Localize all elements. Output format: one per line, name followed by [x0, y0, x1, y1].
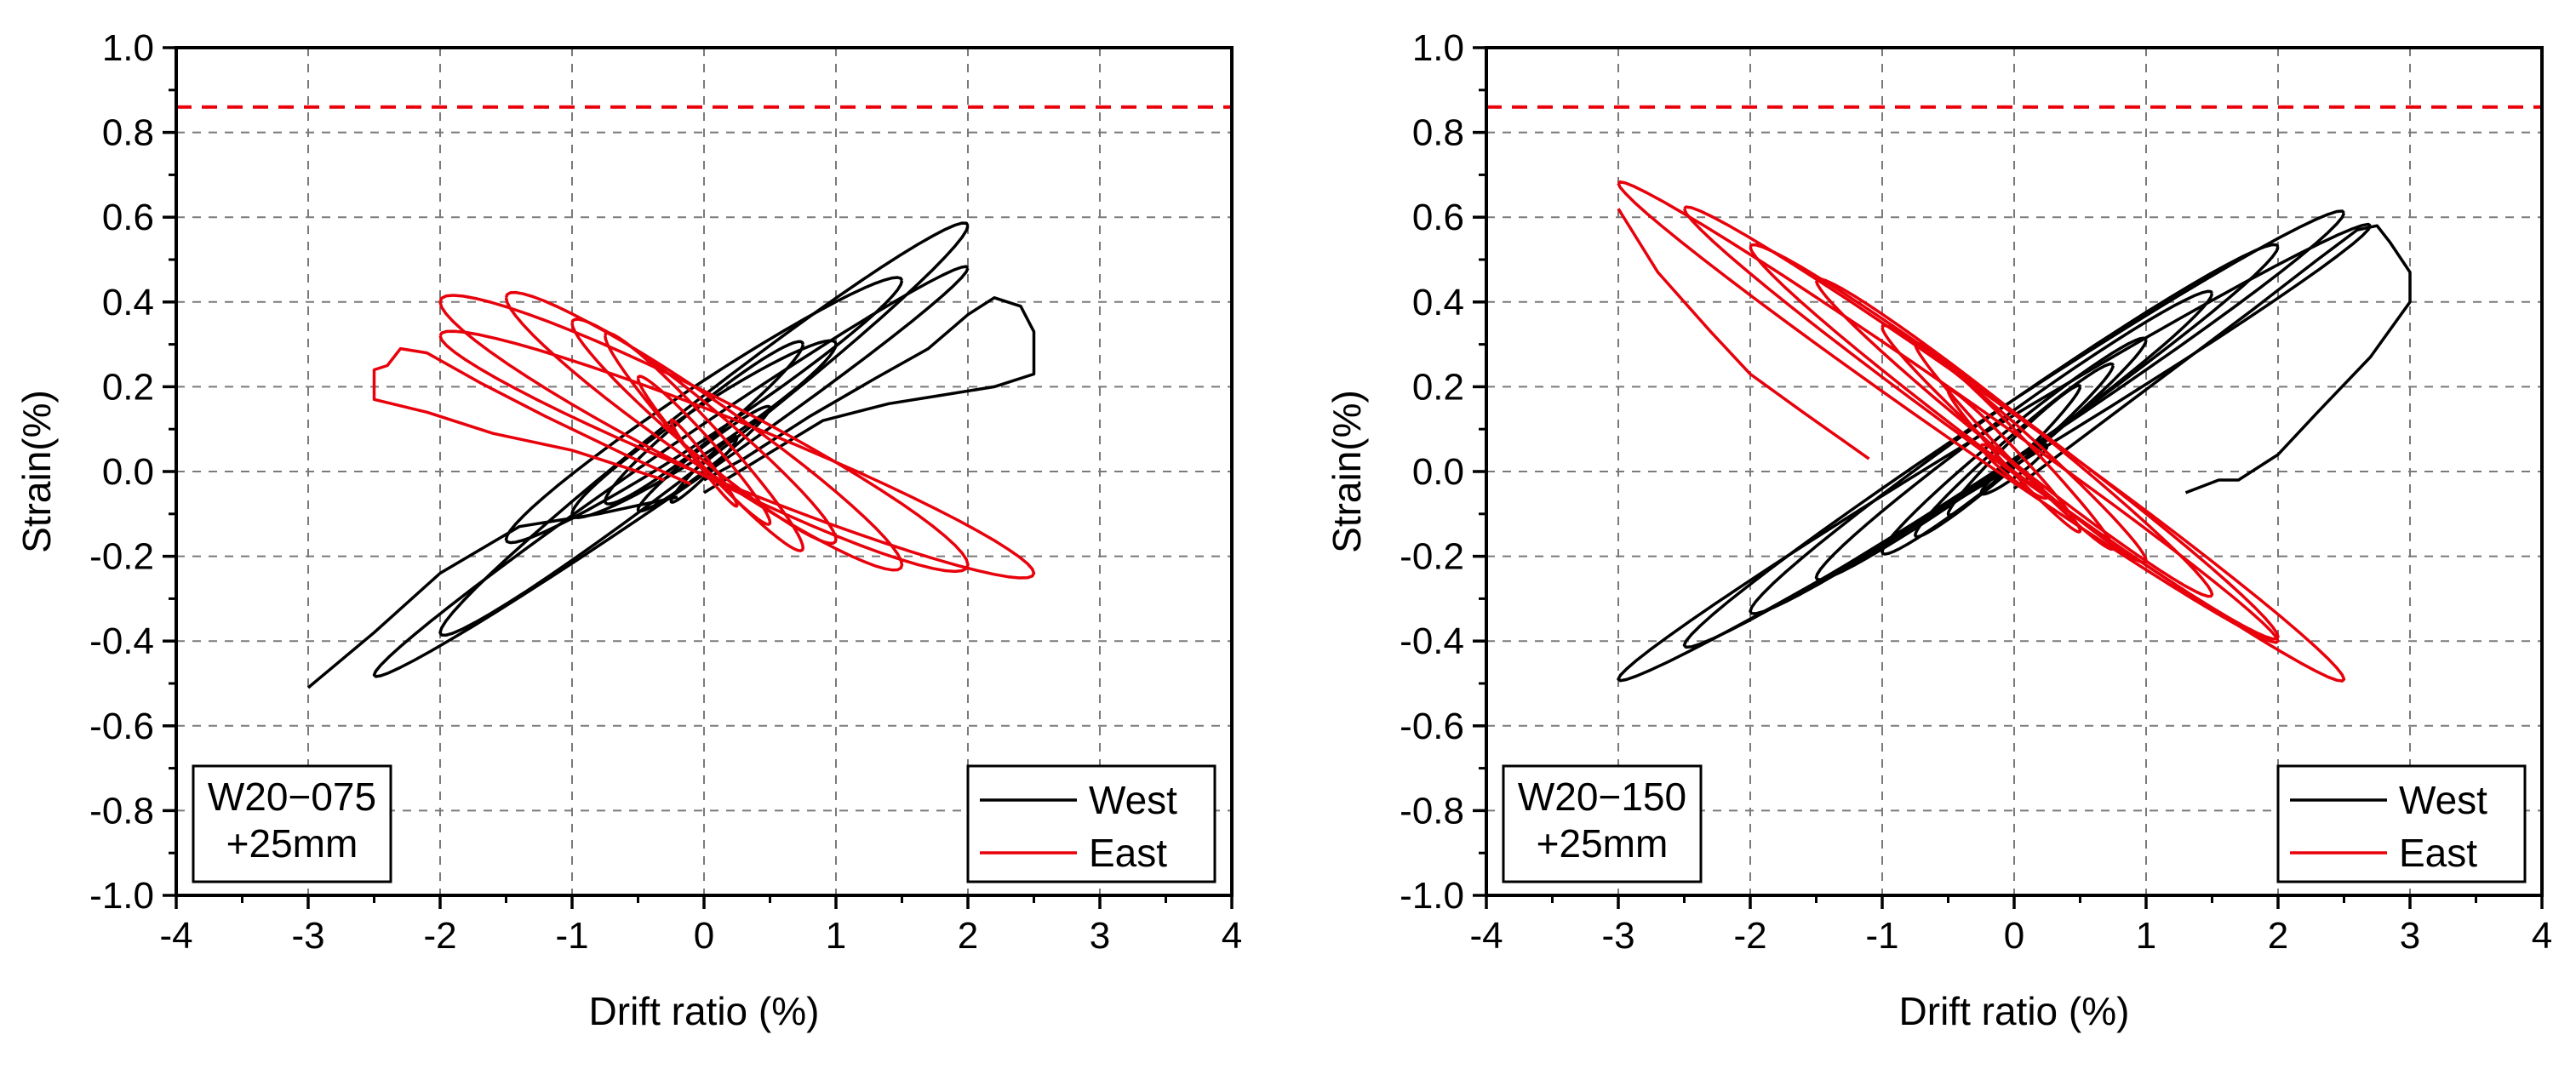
series-east	[1617, 180, 2346, 683]
y-tick-label: 1.0	[102, 27, 154, 69]
chart-panel-1: -4 -3 -2 -1 0 1 2 3 4 -1.0 -0.8 -0.6 -0.4 -0.2 0.0 0.2 0…	[14, 27, 1242, 1033]
hysteresis-loop	[438, 294, 970, 574]
legend-label-east: East	[2399, 831, 2477, 875]
y-tick-label: -0.8	[89, 790, 154, 832]
x-tick-label: 1	[2136, 915, 2156, 957]
x-axis-title: Drift ratio (%)	[589, 989, 820, 1033]
x-tick-label: -4	[1469, 915, 1503, 957]
ticks: -4 -3 -2 -1 0 1 2 3 4 -1.0 -0.8 -0.6 -0.4 -0.2 0.0 0.2 0…	[1400, 27, 2552, 957]
specimen-annotation: W20−075+25mm	[192, 764, 392, 883]
y-tick-label: -0.6	[1400, 706, 1464, 747]
y-tick-label: 0.6	[1412, 197, 1464, 238]
x-tick-label: -2	[423, 915, 456, 957]
legend: West East	[966, 764, 1216, 883]
y-tick-label: -0.2	[89, 536, 154, 578]
chart-panel-2: -4 -3 -2 -1 0 1 2 3 4 -1.0 -0.8 -0.6 -0.4 -0.2 0.0 0.2 0…	[1325, 27, 2552, 1033]
x-tick-label: -1	[555, 915, 588, 957]
hysteresis-loop	[1617, 180, 2280, 644]
hysteresis-loop	[1682, 205, 2346, 683]
x-tick-label: -3	[291, 915, 324, 957]
y-tick-label: -0.2	[1400, 536, 1464, 578]
y-tick-label: 1.0	[1412, 27, 1464, 69]
x-tick-label: 3	[1090, 915, 1110, 957]
y-tick-label: 0.6	[102, 197, 154, 238]
hysteresis-loop	[1749, 243, 2280, 641]
legend-box	[966, 764, 1216, 883]
y-tick-label: -0.8	[1400, 790, 1464, 832]
x-tick-label: -4	[159, 915, 192, 957]
y-tick-label: 0.0	[1412, 451, 1464, 493]
x-tick-label: 1	[826, 915, 846, 957]
hysteresis-loop	[372, 265, 970, 678]
ticks: -4 -3 -2 -1 0 1 2 3 4 -1.0 -0.8 -0.6 -0.4 -0.2 0.0 0.2 0…	[89, 27, 1242, 957]
y-tick-label: -1.0	[89, 875, 154, 917]
curve-branch	[1617, 208, 1870, 460]
legend-box	[2276, 764, 2527, 883]
y-tick-label: 0.8	[1412, 112, 1464, 154]
y-tick-label: -0.4	[89, 620, 154, 662]
hysteresis-loop	[1814, 277, 2214, 598]
y-axis-title: Strain(%)	[14, 390, 59, 553]
y-tick-label: 0.0	[102, 451, 154, 493]
hysteresis-loop	[438, 221, 970, 637]
series-west	[306, 221, 1036, 689]
hysteresis-loop	[1682, 209, 2346, 649]
y-tick-label: 0.4	[102, 282, 154, 323]
y-tick-label: 0.2	[102, 366, 154, 408]
curves	[1617, 180, 2412, 683]
y-tick-label: 0.4	[1412, 282, 1464, 323]
x-tick-label: 4	[1222, 915, 1242, 957]
x-tick-label: 0	[2004, 915, 2024, 957]
curve-branch	[372, 346, 692, 486]
x-tick-label: 2	[958, 915, 978, 957]
legend: West East	[2276, 764, 2527, 883]
x-tick-label: 3	[2400, 915, 2420, 957]
x-tick-label: 0	[694, 915, 714, 957]
hysteresis-loop	[438, 329, 1036, 580]
series-west	[1617, 209, 2412, 683]
hysteresis-loop	[504, 290, 904, 572]
curve-branch	[306, 495, 678, 689]
legend-label-west: West	[1089, 778, 1177, 822]
x-tick-label: 4	[2532, 915, 2552, 957]
y-tick-label: 0.8	[102, 112, 154, 154]
hysteresis-loop	[1749, 243, 2280, 615]
x-axis-title: Drift ratio (%)	[1899, 989, 2130, 1033]
x-tick-label: -3	[1601, 915, 1634, 957]
series-east	[372, 290, 1036, 580]
curve-branch	[2012, 224, 2412, 494]
y-tick-label: -1.0	[1400, 875, 1464, 917]
hysteresis-loop	[636, 404, 772, 513]
legend-label-east: East	[1089, 831, 1167, 875]
x-tick-label: -1	[1865, 915, 1898, 957]
y-axis-title: Strain(%)	[1325, 390, 1369, 553]
curves	[306, 221, 1036, 689]
y-tick-label: -0.6	[89, 706, 154, 747]
annotation-box	[1502, 764, 1703, 883]
y-tick-label: -0.4	[1400, 620, 1464, 662]
legend-label-west: West	[2399, 778, 2487, 822]
annotation-box	[192, 764, 392, 883]
annotation-line: W20−150	[1518, 775, 1686, 819]
x-tick-label: 2	[2268, 915, 2288, 957]
y-tick-label: 0.2	[1412, 366, 1464, 408]
annotation-line: W20−075	[208, 775, 376, 819]
annotation-line: +25mm	[1537, 821, 1669, 866]
annotation-line: +25mm	[226, 821, 358, 866]
curve-branch	[703, 296, 1036, 494]
specimen-annotation: W20−150+25mm	[1502, 764, 1703, 883]
x-tick-label: -2	[1733, 915, 1766, 957]
